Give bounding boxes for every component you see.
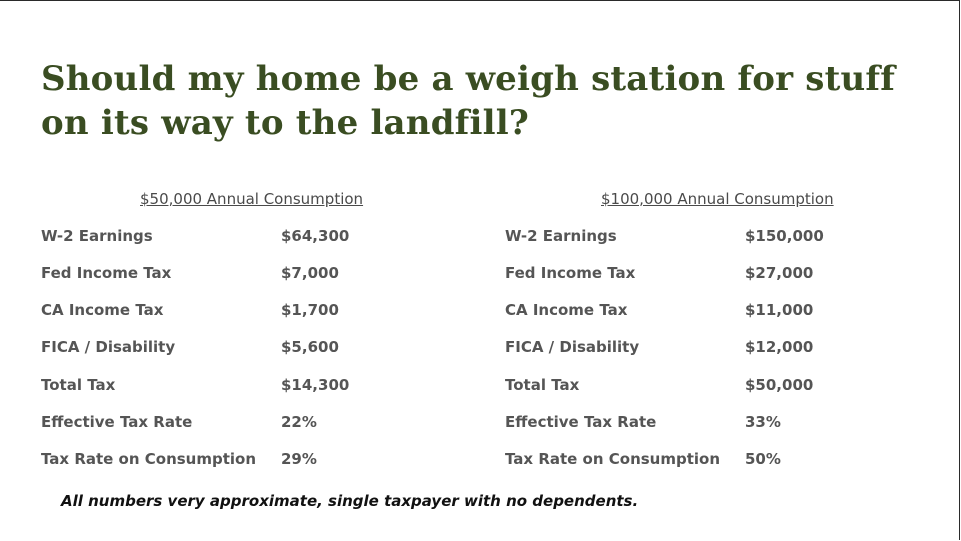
table-row: Fed Income Tax $7,000 bbox=[41, 264, 441, 286]
table-row: W-2 Earnings $150,000 bbox=[505, 227, 905, 249]
slide-title: Should my home be a weigh station for st… bbox=[41, 59, 896, 143]
row-value: $64,300 bbox=[281, 227, 350, 245]
row-label: CA Income Tax bbox=[505, 301, 628, 319]
table-heading: $50,000 Annual Consumption bbox=[140, 190, 364, 208]
table-row: FICA / Disability $5,600 bbox=[41, 338, 441, 360]
row-label: CA Income Tax bbox=[41, 301, 164, 319]
row-value: $50,000 bbox=[745, 376, 814, 394]
table-row: CA Income Tax $1,700 bbox=[41, 301, 441, 323]
row-label: W-2 Earnings bbox=[41, 227, 153, 245]
row-value: $7,000 bbox=[281, 264, 339, 282]
row-label: Total Tax bbox=[41, 376, 116, 394]
table-row: Tax Rate on Consumption 29% bbox=[41, 450, 441, 472]
row-value: $14,300 bbox=[281, 376, 350, 394]
row-label: Fed Income Tax bbox=[505, 264, 636, 282]
footnote: All numbers very approximate, single tax… bbox=[61, 492, 639, 510]
row-value: 29% bbox=[281, 450, 317, 468]
row-label: Fed Income Tax bbox=[41, 264, 172, 282]
table-row: Total Tax $50,000 bbox=[505, 376, 905, 398]
row-label: Tax Rate on Consumption bbox=[41, 450, 257, 468]
row-label: FICA / Disability bbox=[505, 338, 640, 356]
row-value: 50% bbox=[745, 450, 781, 468]
row-label: Total Tax bbox=[505, 376, 580, 394]
row-label: W-2 Earnings bbox=[505, 227, 617, 245]
table-row: Effective Tax Rate 33% bbox=[505, 413, 905, 435]
row-value: $5,600 bbox=[281, 338, 339, 356]
table-row: Fed Income Tax $27,000 bbox=[505, 264, 905, 286]
table-row: Total Tax $14,300 bbox=[41, 376, 441, 398]
row-label: Tax Rate on Consumption bbox=[505, 450, 721, 468]
row-value: $150,000 bbox=[745, 227, 824, 245]
table-heading: $100,000 Annual Consumption bbox=[601, 190, 834, 208]
table-row: CA Income Tax $11,000 bbox=[505, 301, 905, 323]
row-value: $12,000 bbox=[745, 338, 814, 356]
row-value: $1,700 bbox=[281, 301, 339, 319]
row-label: FICA / Disability bbox=[41, 338, 176, 356]
row-value: 22% bbox=[281, 413, 317, 431]
table-row: Tax Rate on Consumption 50% bbox=[505, 450, 905, 472]
row-label: Effective Tax Rate bbox=[41, 413, 193, 431]
table-row: Effective Tax Rate 22% bbox=[41, 413, 441, 435]
table-row: W-2 Earnings $64,300 bbox=[41, 227, 441, 249]
row-value: 33% bbox=[745, 413, 781, 431]
row-value: $11,000 bbox=[745, 301, 814, 319]
table-row: FICA / Disability $12,000 bbox=[505, 338, 905, 360]
row-value: $27,000 bbox=[745, 264, 814, 282]
row-label: Effective Tax Rate bbox=[505, 413, 657, 431]
